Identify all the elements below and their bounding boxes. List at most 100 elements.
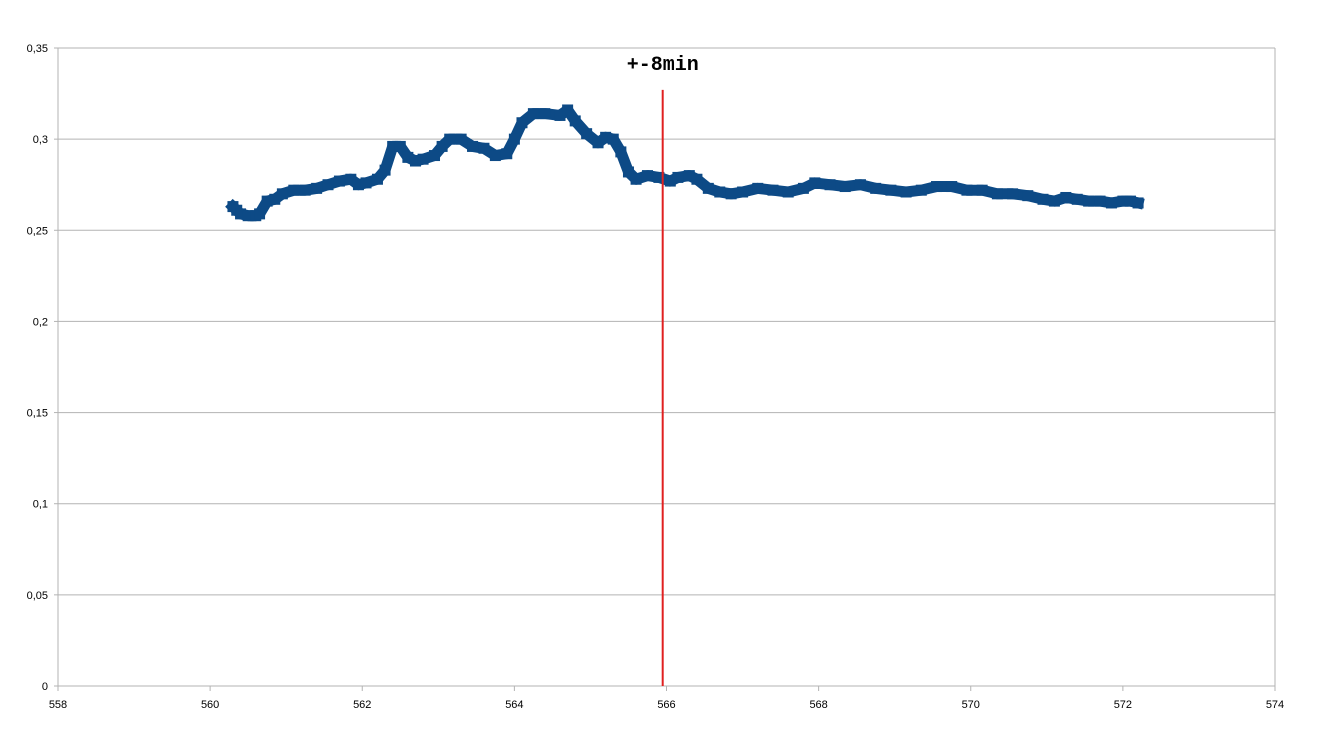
data-point <box>261 195 273 207</box>
data-point <box>1132 197 1144 209</box>
data-point <box>569 115 581 127</box>
data-point <box>581 128 593 140</box>
data-point <box>809 177 821 189</box>
data-point <box>554 109 566 121</box>
x-tick-label: 570 <box>962 699 980 711</box>
annotation-label: +-8min <box>627 54 699 77</box>
data-point <box>653 171 665 183</box>
data-point <box>455 133 467 145</box>
y-tick-label: 0,35 <box>27 43 48 55</box>
data-point <box>489 150 501 162</box>
gridlines <box>58 47 1275 596</box>
data-point <box>269 193 281 205</box>
data-point <box>672 171 684 183</box>
data-point <box>900 186 912 198</box>
data-point <box>311 182 323 194</box>
data-point <box>1094 195 1106 207</box>
data-point <box>1105 197 1117 209</box>
x-tick-label: 562 <box>353 699 371 711</box>
y-tick-label: 0,1 <box>33 499 48 511</box>
data-point <box>508 133 520 145</box>
data-point <box>288 184 300 196</box>
data-point <box>322 179 334 191</box>
x-tick-label: 564 <box>505 699 523 711</box>
annotations: +-8min <box>627 54 699 686</box>
data-point <box>254 208 266 220</box>
data-point <box>691 173 703 185</box>
data-point <box>242 210 254 222</box>
data-point <box>683 170 695 182</box>
data-point <box>797 182 809 194</box>
x-tick-label: 560 <box>201 699 219 711</box>
x-tick-label: 568 <box>809 699 827 711</box>
data-point <box>379 164 391 176</box>
data-point <box>394 140 406 152</box>
axes <box>54 47 1276 691</box>
data-point <box>371 173 383 185</box>
data-point <box>961 184 973 196</box>
data-point <box>615 146 627 158</box>
data-point <box>387 140 399 152</box>
y-tick-label: 0,05 <box>27 590 48 602</box>
data-point <box>600 131 612 143</box>
y-tick-label: 0 <box>42 681 48 693</box>
data-point <box>1071 193 1083 205</box>
x-tick-label: 558 <box>49 699 67 711</box>
data-point <box>630 173 642 185</box>
data-point <box>931 181 943 193</box>
data-point <box>725 188 737 200</box>
data-point <box>1007 188 1019 200</box>
data-point <box>664 175 676 187</box>
y-tick-label: 0,25 <box>27 225 48 237</box>
data-point <box>592 137 604 149</box>
data-point <box>946 181 958 193</box>
data-point <box>607 133 619 145</box>
data-point <box>417 153 429 165</box>
data-point <box>991 188 1003 200</box>
y-tick-labels: 0 0,05 0,1 0,15 0,2 0,25 0,3 0,35 <box>27 43 48 693</box>
data-point <box>516 117 528 129</box>
data-point <box>702 182 714 194</box>
data-point <box>444 133 456 145</box>
data-point <box>854 179 866 191</box>
data-point <box>1022 190 1034 202</box>
data-point <box>782 186 794 198</box>
plot-area <box>58 48 1275 686</box>
data-point <box>345 173 357 185</box>
data-point <box>429 150 441 162</box>
data-point <box>478 142 490 154</box>
x-tick-label: 574 <box>1266 699 1284 711</box>
data-point <box>641 170 653 182</box>
data-point <box>276 188 288 200</box>
x-tick-label: 566 <box>657 699 675 711</box>
data-point <box>737 186 749 198</box>
data-point <box>527 108 539 120</box>
data-point <box>839 181 851 193</box>
data-point <box>915 184 927 196</box>
data-point <box>885 184 897 196</box>
data-point <box>333 175 345 187</box>
x-tick-labels: 558 560 562 564 566 568 570 572 574 <box>49 699 1284 711</box>
data-point <box>1083 195 1095 207</box>
data-point <box>1048 195 1060 207</box>
y-tick-label: 0,15 <box>27 408 48 420</box>
data-point <box>467 140 479 152</box>
x-tick-label: 572 <box>1114 699 1132 711</box>
data-point <box>1037 193 1049 205</box>
data-point <box>870 182 882 194</box>
data-point <box>1124 195 1136 207</box>
data-point <box>299 184 311 196</box>
data-point <box>360 177 372 189</box>
data-point <box>714 186 726 198</box>
data-point <box>824 179 836 191</box>
data-point <box>622 166 634 178</box>
data-point <box>767 184 779 196</box>
y-tick-label: 0,3 <box>33 134 48 146</box>
data-point <box>409 155 421 167</box>
data-point <box>539 108 551 120</box>
data-point <box>1060 191 1072 203</box>
data-point <box>352 179 364 191</box>
data-point <box>562 104 574 116</box>
data-point <box>235 208 247 220</box>
